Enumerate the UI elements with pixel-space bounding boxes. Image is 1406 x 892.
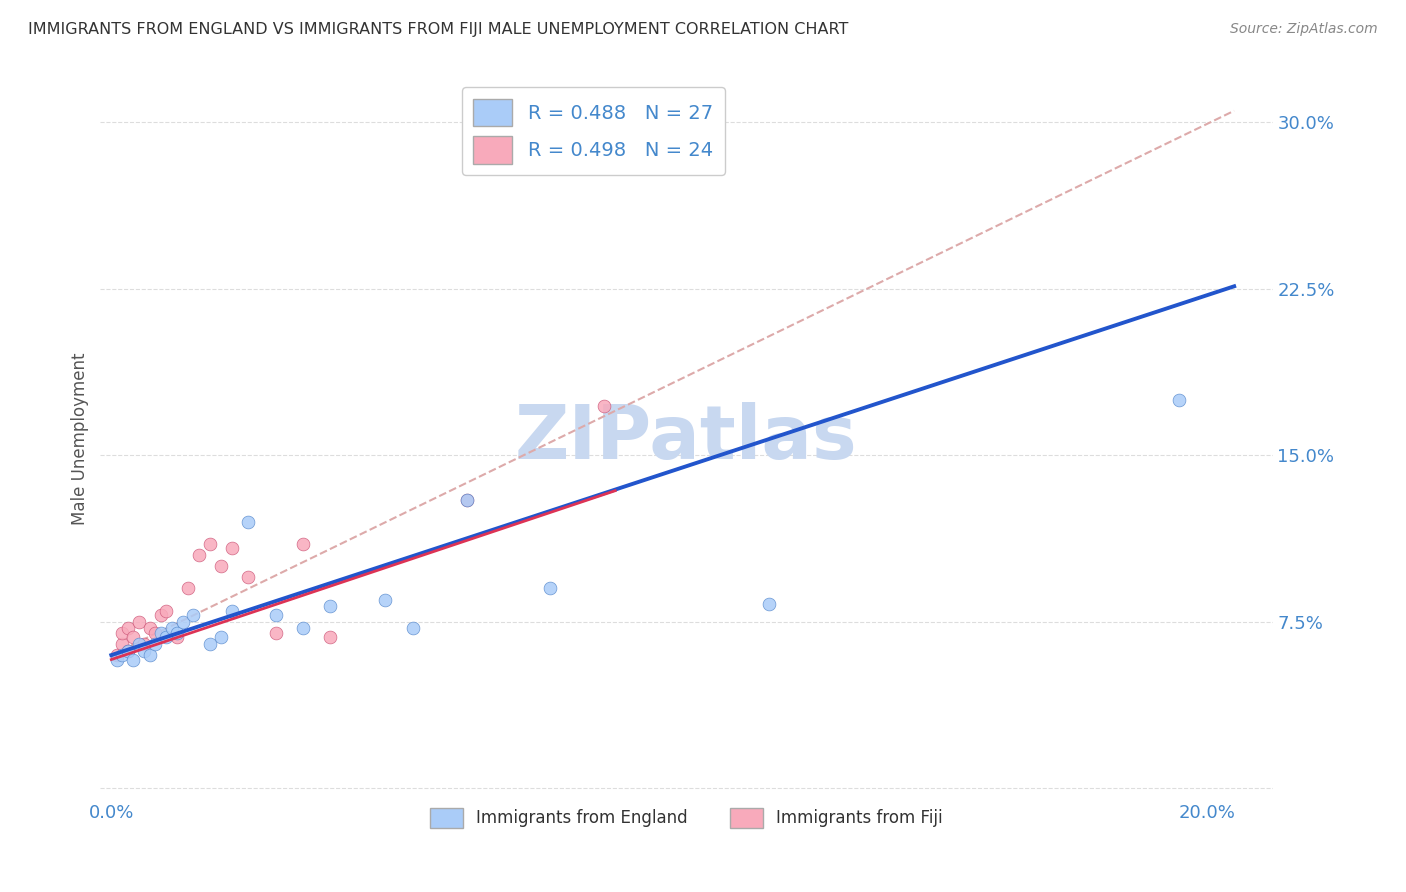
Point	[105, 652, 128, 666]
Point	[209, 630, 232, 644]
Point	[187, 548, 209, 562]
Point	[238, 570, 260, 584]
Point	[198, 537, 221, 551]
Point	[160, 622, 183, 636]
Point	[456, 492, 478, 507]
Point	[155, 630, 177, 644]
Point	[166, 630, 188, 644]
Point	[319, 599, 342, 614]
Point	[111, 648, 134, 662]
Y-axis label: Male Unemployment: Male Unemployment	[72, 352, 89, 524]
Point	[264, 608, 287, 623]
Point	[117, 622, 139, 636]
Point	[456, 492, 478, 507]
Point	[149, 608, 172, 623]
Point	[155, 604, 177, 618]
Point	[138, 622, 160, 636]
Point	[143, 626, 166, 640]
Point	[292, 622, 315, 636]
Point	[183, 608, 205, 623]
Point	[264, 626, 287, 640]
Point	[177, 582, 200, 596]
Point	[138, 648, 160, 662]
Point	[117, 643, 139, 657]
Point	[538, 582, 561, 596]
Point	[111, 637, 134, 651]
Point	[134, 637, 156, 651]
Point	[292, 537, 315, 551]
Point	[122, 652, 145, 666]
Point	[122, 630, 145, 644]
Point	[198, 637, 221, 651]
Point	[105, 648, 128, 662]
Point	[117, 643, 139, 657]
Text: ZIPatlas: ZIPatlas	[515, 402, 858, 475]
Text: Source: ZipAtlas.com: Source: ZipAtlas.com	[1230, 22, 1378, 37]
Point	[238, 515, 260, 529]
Point	[149, 626, 172, 640]
Point	[374, 592, 396, 607]
Point	[221, 541, 243, 556]
Point	[128, 615, 150, 629]
Point	[209, 559, 232, 574]
Point	[134, 643, 156, 657]
Point	[319, 630, 342, 644]
Point	[1168, 392, 1191, 407]
Text: IMMIGRANTS FROM ENGLAND VS IMMIGRANTS FROM FIJI MALE UNEMPLOYMENT CORRELATION CH: IMMIGRANTS FROM ENGLAND VS IMMIGRANTS FR…	[28, 22, 848, 37]
Point	[221, 604, 243, 618]
Point	[758, 597, 780, 611]
Point	[166, 626, 188, 640]
Point	[111, 626, 134, 640]
Point	[172, 615, 194, 629]
Point	[593, 399, 616, 413]
Point	[143, 637, 166, 651]
Point	[128, 637, 150, 651]
Point	[401, 622, 423, 636]
Legend: Immigrants from England, Immigrants from Fiji: Immigrants from England, Immigrants from…	[423, 801, 949, 835]
